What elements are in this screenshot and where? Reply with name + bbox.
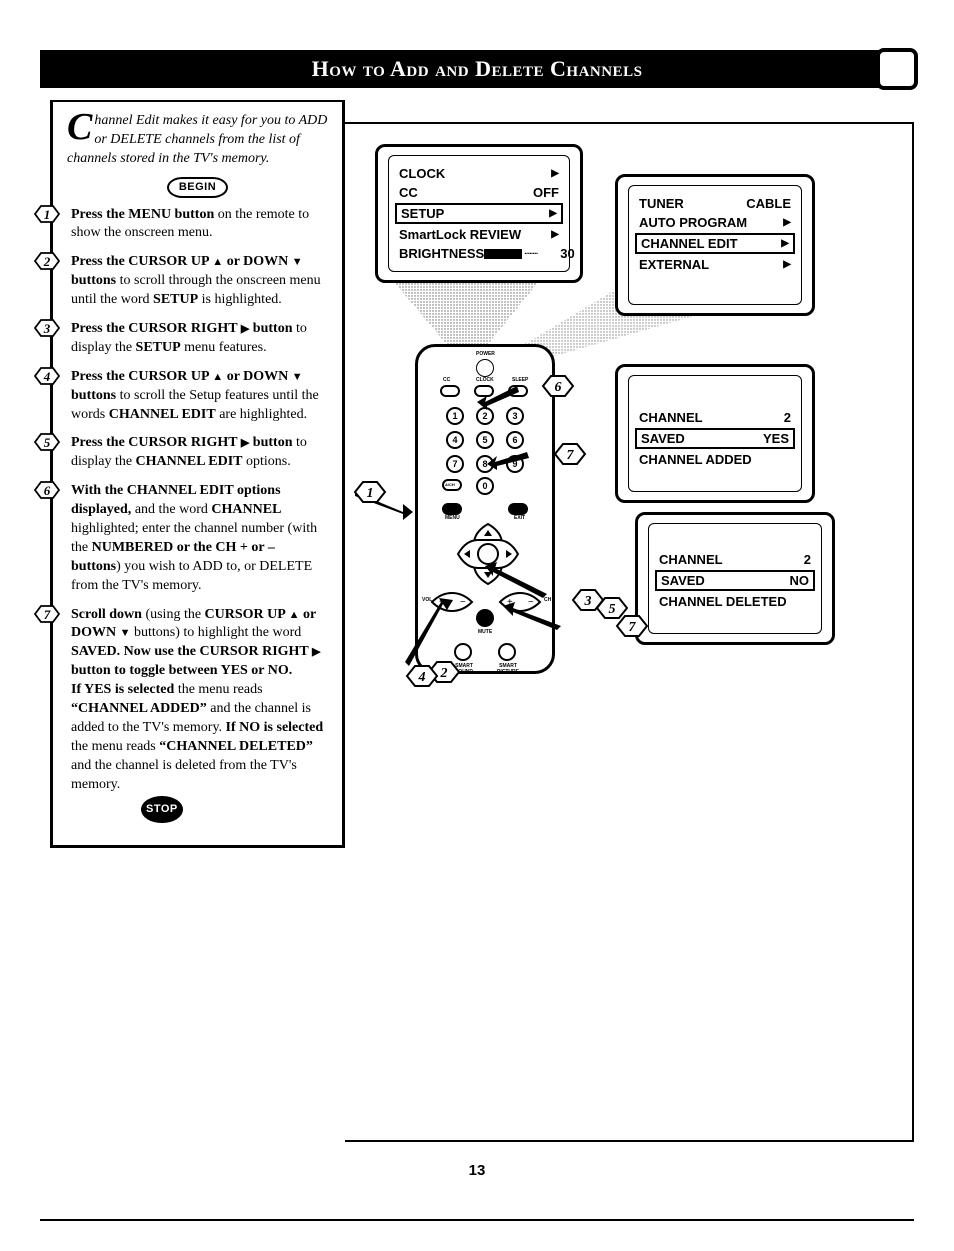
keypad-5: 5 <box>476 431 494 449</box>
keypad-8: 8 <box>476 455 494 473</box>
callout-6: 6 <box>541 374 575 403</box>
keypad-9: 9 <box>506 455 524 473</box>
svg-text:6: 6 <box>44 483 51 498</box>
step-diamond-6: 6 <box>33 480 61 500</box>
callout-4: 4 <box>405 664 439 693</box>
osd2-row-2: CHANNEL EDIT▶ <box>635 233 795 254</box>
svg-text:7: 7 <box>567 448 575 463</box>
osd2-row-1: AUTO PROGRAM▶ <box>639 213 791 232</box>
osd2-row-0: TUNERCABLE <box>639 194 791 213</box>
ch-rocker: +− <box>498 591 542 613</box>
instructions-panel: Channel Edit makes it easy for you to AD… <box>50 100 345 848</box>
svg-text:+: + <box>439 597 445 608</box>
keypad-6: 6 <box>506 431 524 449</box>
svg-text:−: − <box>528 597 534 608</box>
step-text-7: Scroll down (using the CURSOR UP ▲ or DO… <box>71 607 323 792</box>
content-row: Channel Edit makes it easy for you to AD… <box>40 100 914 1142</box>
step-text-1: Press the MENU button on the remote to s… <box>71 207 309 241</box>
svg-text:1: 1 <box>367 486 374 501</box>
step-5: 5Press the CURSOR RIGHT ▶ button to disp… <box>67 434 328 472</box>
osd1-row-1: CCOFF <box>399 183 559 202</box>
callout-7b: 7 <box>553 442 587 471</box>
title-bar: How to Add and Delete Channels <box>40 50 914 88</box>
osd4-row-1: SAVEDNO <box>655 570 815 591</box>
page-title: How to Add and Delete Channels <box>312 56 643 82</box>
vol-rocker: +− <box>430 591 474 613</box>
intro-text: Channel Edit makes it easy for you to AD… <box>67 112 328 169</box>
svg-text:+: + <box>507 597 513 608</box>
svg-text:5: 5 <box>44 435 51 450</box>
svg-text:7: 7 <box>44 607 51 622</box>
osd3-status: CHANNEL ADDED <box>639 450 791 469</box>
keypad-2: 2 <box>476 407 494 425</box>
step-7: 7Scroll down (using the CURSOR UP ▲ or D… <box>67 606 328 822</box>
svg-text:7: 7 <box>629 620 637 635</box>
page-number: 13 <box>40 1162 914 1179</box>
keypad-1: 1 <box>446 407 464 425</box>
svg-text:−: − <box>460 597 466 608</box>
osd4-status: CHANNEL DELETED <box>659 592 811 611</box>
clock-button <box>474 385 494 397</box>
svg-text:4: 4 <box>418 670 426 685</box>
exit-button <box>508 503 528 515</box>
cursor-dpad <box>456 522 520 586</box>
keypad-0: 0 <box>476 477 494 495</box>
step-diamond-3: 3 <box>33 318 61 338</box>
illustration-panel: CLOCK▶CCOFFSETUP▶SmartLock REVIEW▶ BRIGH… <box>345 122 914 1142</box>
brightness-bar: ········ <box>484 249 556 259</box>
sleep-button <box>508 385 528 397</box>
osd1-brightness-row: BRIGHTNESS ········ 30 <box>399 244 559 263</box>
page-index-box <box>876 48 918 90</box>
osd1-row-2: SETUP▶ <box>395 203 563 224</box>
remote-control: POWER CC CLOCK SLEEP 1 2 3 4 5 6 7 8 9 A <box>385 344 585 674</box>
osd2-row-3: EXTERNAL▶ <box>639 255 791 274</box>
svg-text:4: 4 <box>43 369 51 384</box>
step-diamond-4: 4 <box>33 366 61 386</box>
step-text-4: Press the CURSOR UP ▲ or DOWN ▼ buttons … <box>71 369 319 422</box>
keypad-7: 7 <box>446 455 464 473</box>
cc-button <box>440 385 460 397</box>
callout-7a: 7 <box>615 614 649 643</box>
keypad-4: 4 <box>446 431 464 449</box>
step-text-3: Press the CURSOR RIGHT ▶ button to displ… <box>71 321 307 355</box>
osd-channel-deleted: CHANNEL2SAVEDNO CHANNEL DELETED <box>635 512 835 645</box>
osd-main-menu: CLOCK▶CCOFFSETUP▶SmartLock REVIEW▶ BRIGH… <box>375 144 583 283</box>
svg-text:6: 6 <box>555 380 562 395</box>
osd3-row-1: SAVEDYES <box>635 428 795 449</box>
step-text-6: With the CHANNEL EDIT options displayed,… <box>71 483 317 592</box>
step-text-2: Press the CURSOR UP ▲ or DOWN ▼ buttons … <box>71 254 321 307</box>
osd-setup-menu: TUNERCABLEAUTO PROGRAM▶CHANNEL EDIT▶EXTE… <box>615 174 815 316</box>
step-text-5: Press the CURSOR RIGHT ▶ button to displ… <box>71 435 307 469</box>
step-diamond-1: 1 <box>33 204 61 224</box>
callout-1: 1 <box>353 480 387 509</box>
step-1: 1Press the MENU button on the remote to … <box>67 206 328 244</box>
smart-sound-button <box>454 643 472 661</box>
step-3: 3Press the CURSOR RIGHT ▶ button to disp… <box>67 320 328 358</box>
begin-badge: BEGIN <box>167 177 228 198</box>
stop-badge: STOP <box>141 796 183 823</box>
step-diamond-2: 2 <box>33 251 61 271</box>
svg-text:1: 1 <box>44 207 51 222</box>
osd4-row-0: CHANNEL2 <box>659 550 811 569</box>
osd1-row-3: SmartLock REVIEW▶ <box>399 225 559 244</box>
step-2: 2Press the CURSOR UP ▲ or DOWN ▼ buttons… <box>67 253 328 310</box>
mute-button <box>476 609 494 627</box>
svg-text:2: 2 <box>440 666 448 681</box>
svg-text:3: 3 <box>584 594 592 609</box>
footer-rule <box>40 1219 914 1221</box>
menu-button <box>442 503 462 515</box>
step-6: 6With the CHANNEL EDIT options displayed… <box>67 482 328 595</box>
svg-text:3: 3 <box>43 321 51 336</box>
step-diamond-7: 7 <box>33 604 61 624</box>
osd1-row-0: CLOCK▶ <box>399 164 559 183</box>
dropcap: C <box>67 112 94 142</box>
osd-channel-added: CHANNEL2SAVEDYES CHANNEL ADDED <box>615 364 815 503</box>
osd3-row-0: CHANNEL2 <box>639 408 791 427</box>
svg-text:2: 2 <box>43 254 51 269</box>
step-diamond-5: 5 <box>33 432 61 452</box>
power-button <box>476 359 494 377</box>
step-4: 4Press the CURSOR UP ▲ or DOWN ▼ buttons… <box>67 368 328 425</box>
keypad-3: 3 <box>506 407 524 425</box>
smart-picture-button <box>498 643 516 661</box>
